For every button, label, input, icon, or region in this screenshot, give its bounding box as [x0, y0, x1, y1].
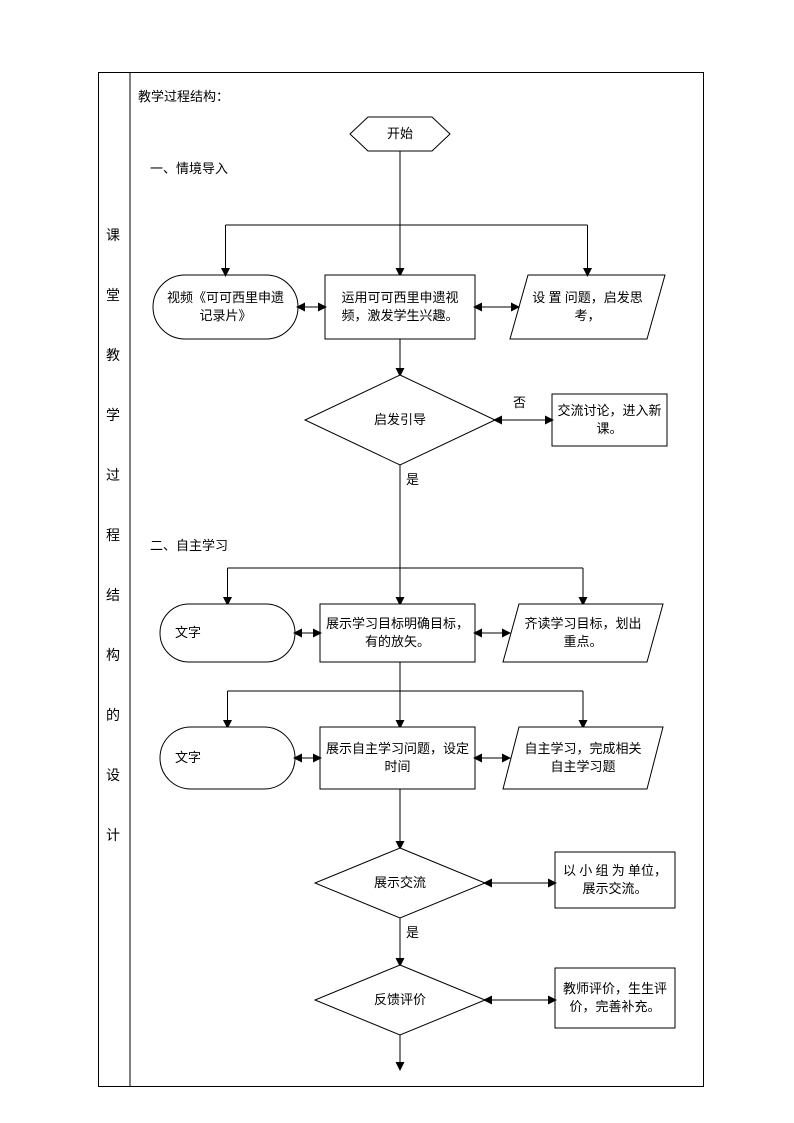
row3-right: 自主学习，完成相关自主学习题	[523, 727, 643, 789]
side-label: 课堂教学过程结构的设计	[106, 230, 120, 890]
section-1: 一、情境导入	[150, 158, 228, 177]
row1-center: 运用可可西里申遗视频，激发学生兴趣。	[331, 275, 469, 339]
title: 教学过程结构：	[138, 86, 229, 105]
decision2: 展示交流	[350, 873, 450, 893]
row1-left: 视频《可可西里申遗记录片》	[163, 275, 288, 339]
row3-center: 展示自主学习问题，设定时间	[326, 727, 469, 789]
feedback-box: 教师评价，生生评价，完善补充。	[559, 968, 671, 1028]
row1-right: 设 置 问题，启发思考，	[530, 275, 645, 339]
dec1-yes: 是	[406, 469, 419, 488]
outer-border	[98, 72, 704, 1087]
row2-left: 文字	[175, 604, 270, 662]
start-node: 开始	[350, 117, 450, 151]
decision3: 反馈评价	[350, 990, 450, 1010]
group-show-box: 以 小 组 为 单位，展示交流。	[559, 852, 671, 908]
dec2-yes: 是	[406, 922, 419, 941]
row3-left: 文字	[175, 727, 270, 789]
dec1-no: 否	[513, 392, 526, 411]
discussion-box: 交流讨论，进入新课。	[556, 394, 663, 446]
row2-right: 齐读学习目标，划出重点。	[523, 604, 643, 662]
row2-center: 展示学习目标明确目标，有的放矢。	[326, 604, 469, 662]
section-2: 二、自主学习	[150, 535, 228, 554]
decision1: 启发引导	[350, 410, 450, 430]
